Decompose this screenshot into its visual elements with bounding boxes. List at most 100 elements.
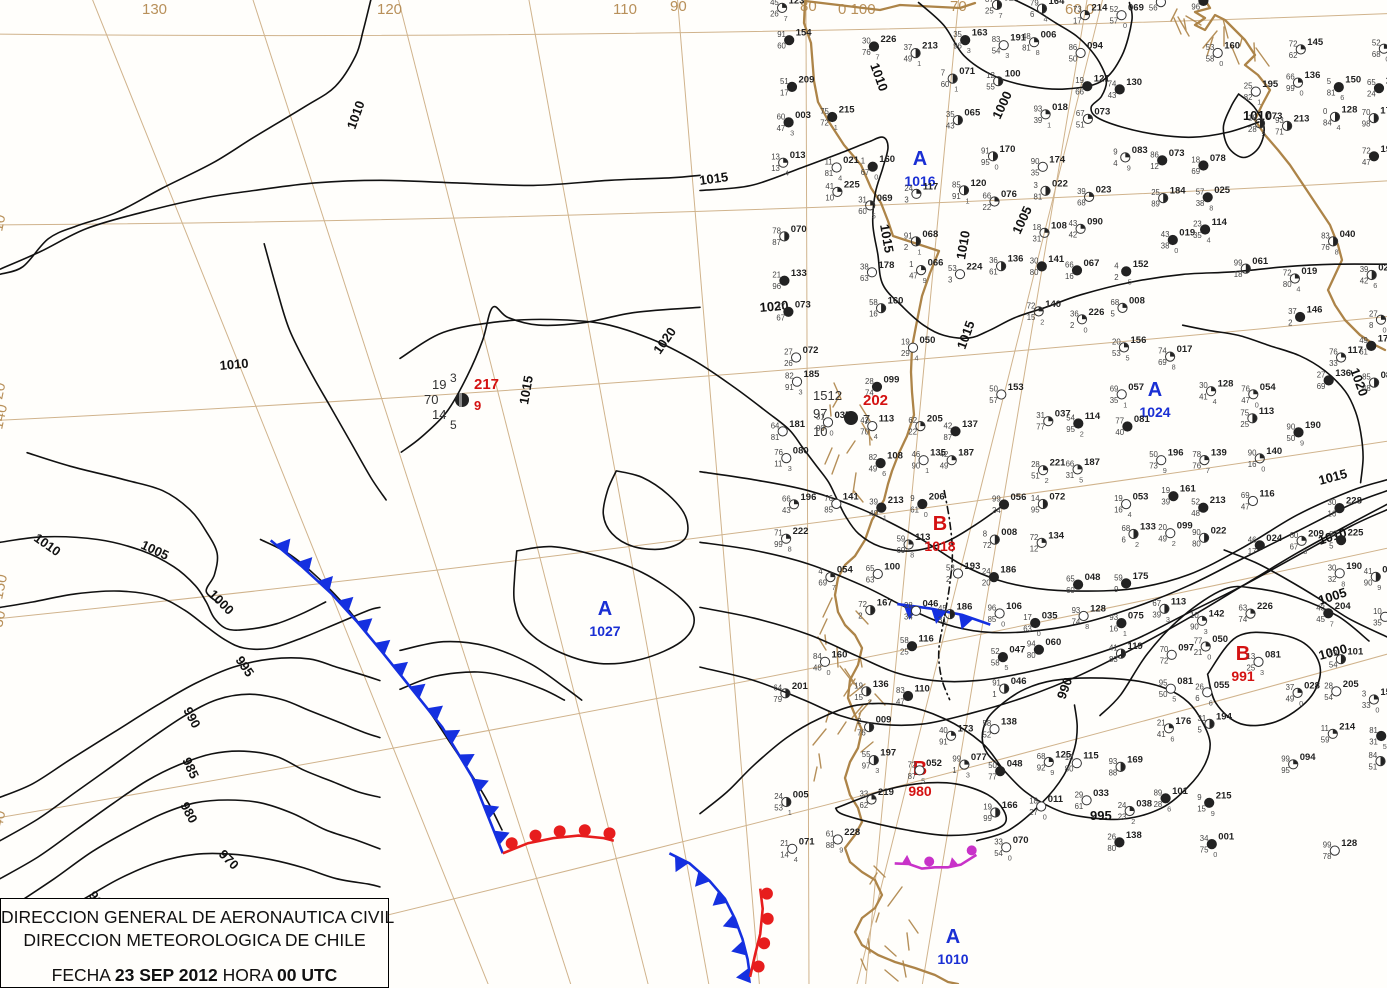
svg-text:7: 7 <box>876 53 880 62</box>
svg-text:0: 0 <box>1043 813 1047 822</box>
svg-text:060: 060 <box>1045 637 1061 648</box>
svg-text:023: 023 <box>1378 263 1387 274</box>
svg-text:3: 3 <box>1362 690 1366 699</box>
svg-text:99: 99 <box>1234 259 1243 268</box>
svg-text:19: 19 <box>1075 76 1084 85</box>
svg-text:80: 80 <box>1283 280 1292 289</box>
svg-text:050: 050 <box>1212 634 1228 645</box>
svg-text:36: 36 <box>1070 309 1079 318</box>
svg-text:4: 4 <box>785 169 789 178</box>
svg-text:33: 33 <box>994 837 1003 846</box>
svg-text:61: 61 <box>826 830 835 839</box>
svg-text:099: 099 <box>884 374 900 385</box>
svg-text:15: 15 <box>854 693 863 702</box>
svg-text:37: 37 <box>904 43 913 52</box>
svg-text:073: 073 <box>1267 111 1283 122</box>
svg-text:47: 47 <box>777 124 786 133</box>
svg-text:187: 187 <box>958 448 974 459</box>
svg-text:27: 27 <box>784 348 793 357</box>
svg-text:50: 50 <box>989 385 998 394</box>
svg-text:88: 88 <box>1109 768 1118 777</box>
svg-text:055: 055 <box>1214 680 1231 691</box>
svg-text:49: 49 <box>1158 535 1167 544</box>
svg-text:60: 60 <box>777 42 786 51</box>
svg-text:33: 33 <box>1362 701 1371 710</box>
svg-text:10: 10 <box>0 213 9 233</box>
svg-text:86: 86 <box>1069 43 1078 52</box>
svg-text:39: 39 <box>869 498 878 507</box>
svg-text:101: 101 <box>1347 647 1364 658</box>
svg-text:48: 48 <box>1191 509 1200 518</box>
svg-text:31: 31 <box>1033 234 1042 243</box>
svg-text:186: 186 <box>1000 565 1016 576</box>
svg-text:58: 58 <box>991 659 1000 668</box>
svg-text:128: 128 <box>1341 838 1357 849</box>
svg-text:76: 76 <box>1192 462 1201 471</box>
svg-text:75: 75 <box>1200 846 1209 855</box>
svg-text:113: 113 <box>915 532 930 543</box>
svg-text:9: 9 <box>1300 438 1304 447</box>
svg-text:136: 136 <box>1008 254 1024 265</box>
svg-text:228: 228 <box>844 827 860 838</box>
svg-text:27: 27 <box>1029 808 1038 817</box>
svg-text:1: 1 <box>1257 98 1261 107</box>
svg-text:0: 0 <box>1261 464 1265 473</box>
svg-text:5: 5 <box>1172 695 1176 704</box>
svg-text:011: 011 <box>1048 794 1064 805</box>
svg-text:19: 19 <box>432 377 446 392</box>
svg-text:054: 054 <box>1260 382 1277 393</box>
svg-text:066: 066 <box>928 258 944 269</box>
svg-text:27: 27 <box>1369 310 1378 319</box>
svg-text:90: 90 <box>1190 622 1199 631</box>
svg-text:93: 93 <box>1072 606 1081 615</box>
svg-text:68: 68 <box>1077 198 1086 207</box>
svg-text:024: 024 <box>1266 533 1283 544</box>
svg-text:4: 4 <box>1213 397 1217 406</box>
svg-text:4: 4 <box>1114 261 1119 270</box>
svg-text:49: 49 <box>1286 694 1295 703</box>
svg-text:213: 213 <box>1210 495 1226 506</box>
svg-text:6: 6 <box>1209 698 1213 707</box>
svg-text:117: 117 <box>1348 345 1363 356</box>
svg-text:11: 11 <box>825 158 833 167</box>
svg-text:213: 213 <box>922 41 938 52</box>
svg-text:23: 23 <box>1193 220 1202 229</box>
svg-text:141: 141 <box>843 491 860 502</box>
svg-text:138: 138 <box>1126 830 1142 841</box>
svg-text:1: 1 <box>966 196 970 205</box>
svg-text:100: 100 <box>1005 69 1021 80</box>
svg-text:006: 006 <box>1041 30 1057 41</box>
svg-text:81: 81 <box>1034 192 1043 201</box>
svg-text:133: 133 <box>1140 522 1156 533</box>
svg-text:0: 0 <box>1037 629 1041 638</box>
svg-text:76: 76 <box>1321 243 1330 252</box>
svg-text:0: 0 <box>1383 326 1387 335</box>
svg-text:47: 47 <box>896 698 905 707</box>
svg-text:146: 146 <box>1307 305 1323 316</box>
svg-text:065: 065 <box>964 108 981 119</box>
svg-text:181: 181 <box>789 419 806 430</box>
svg-text:167: 167 <box>877 598 893 609</box>
svg-text:62: 62 <box>908 416 917 425</box>
svg-text:3: 3 <box>1303 547 1307 556</box>
svg-text:108: 108 <box>887 451 903 462</box>
svg-text:0: 0 <box>1213 850 1217 859</box>
svg-text:79: 79 <box>1030 0 1039 8</box>
svg-text:161: 161 <box>1180 484 1197 495</box>
svg-text:30: 30 <box>862 37 871 46</box>
svg-text:022: 022 <box>1052 178 1068 189</box>
svg-text:43: 43 <box>946 122 955 131</box>
svg-text:76: 76 <box>862 48 871 57</box>
svg-text:41: 41 <box>1199 393 1208 402</box>
svg-text:50: 50 <box>1069 55 1078 64</box>
svg-text:173: 173 <box>958 723 974 734</box>
svg-text:47: 47 <box>909 272 918 281</box>
svg-text:1: 1 <box>992 690 996 699</box>
svg-text:018: 018 <box>1052 102 1068 113</box>
svg-text:43: 43 <box>1069 219 1078 228</box>
svg-text:76: 76 <box>824 494 833 503</box>
svg-text:114: 114 <box>1212 217 1228 228</box>
svg-text:42: 42 <box>1069 230 1078 239</box>
svg-text:214: 214 <box>1339 721 1356 732</box>
svg-text:81: 81 <box>1369 726 1378 735</box>
